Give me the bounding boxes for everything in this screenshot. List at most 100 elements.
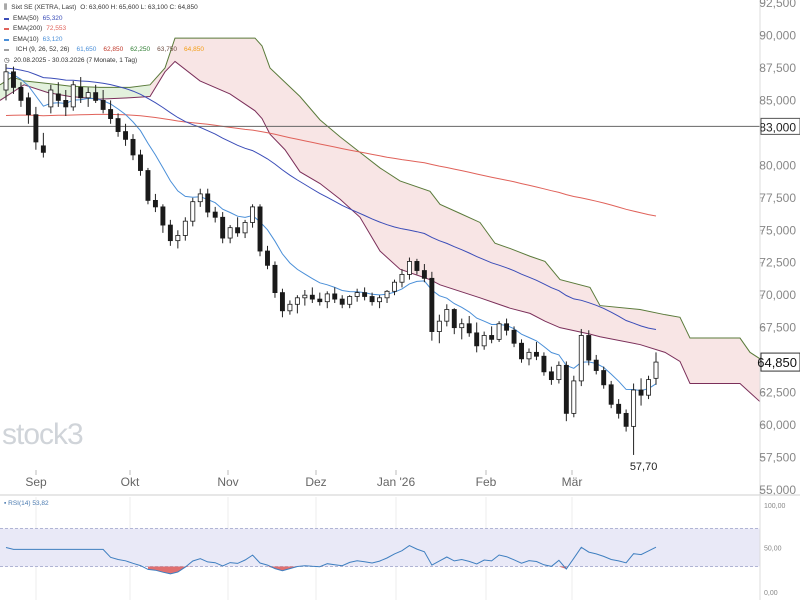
candle-body-up (631, 389, 637, 427)
candle (601, 366, 607, 389)
legend-ema10[interactable]: EMA(10) 63,120 (4, 35, 207, 46)
candle-body-down (138, 154, 143, 171)
candle-body-up (3, 71, 9, 91)
candle (138, 149, 143, 176)
date-range-text: 20.08.2025 - 30.03.2026 (7 Monate, 1 Tag… (13, 56, 138, 64)
candle (212, 206, 218, 223)
candle (309, 287, 315, 303)
candle-body-down (220, 216, 226, 239)
candle-body-up (250, 206, 256, 223)
candle-body-up (653, 361, 659, 379)
price-tick-label: 75,000 (759, 223, 796, 237)
ema200-line (5, 113, 657, 217)
legend-ema10-value: 63,120 (42, 35, 63, 43)
senkou-span-a-line (0, 60, 761, 403)
price-tick-label: 62,500 (759, 386, 796, 400)
price-axis: 92,500 90,000 87,500 85,000 80,000 77,500 75,0… (630, 0, 800, 497)
candle (459, 318, 465, 340)
candle (25, 92, 31, 124)
legend-ema50[interactable]: EMA(50) 65,320 (4, 14, 207, 25)
candle (78, 77, 84, 103)
legend-ema200-label: EMA(200) (13, 25, 43, 32)
price-tick-label: 77,500 (759, 191, 796, 205)
price-tick-label: 85,000 (759, 93, 796, 107)
candle-body-up (227, 227, 233, 239)
candle-body-down (33, 114, 39, 143)
candle-body-down (18, 87, 24, 101)
candle-body-down (504, 323, 510, 331)
candle (481, 331, 487, 350)
instrument-header: ⫼ Sixt SE (XETRA, Last) O: 63,600 H: 65,… (4, 3, 207, 14)
candle (317, 292, 323, 306)
candle-body-down (123, 131, 128, 140)
candle-body-up (377, 297, 383, 303)
candle (3, 64, 9, 101)
candle-body-down (279, 292, 285, 312)
candle-body-down (25, 97, 31, 116)
candle-body-down (167, 224, 173, 242)
candle (205, 188, 211, 218)
candle-body-down (586, 335, 592, 361)
candle-body-down (511, 329, 517, 344)
price-tick-label: 90,000 (759, 28, 796, 42)
candle (623, 409, 629, 432)
chart-type-icon[interactable]: ⫼ (4, 4, 8, 11)
rsi-level-label: 50,00 (764, 546, 782, 553)
candle-body-down (563, 364, 569, 414)
candle (265, 245, 270, 270)
candle-body-down (78, 87, 84, 99)
ichimoku-swatch (4, 49, 9, 52)
candle (152, 193, 158, 213)
candle-body-down (369, 296, 375, 303)
candle-body-down (317, 298, 323, 303)
legend-ema200[interactable]: EMA(200) 72,553 (4, 24, 207, 35)
ema50-swatch (4, 17, 9, 20)
candle (235, 217, 241, 237)
candle-body-down (130, 138, 136, 156)
candle (190, 197, 196, 227)
candle (115, 113, 121, 137)
month-label: Feb (476, 475, 497, 489)
month-label: Okt (121, 475, 140, 489)
rsi-legend[interactable]: ▪ RSI(14) 53,82 (4, 500, 49, 507)
price-tick-label: 70,000 (759, 288, 796, 302)
candle (55, 82, 61, 107)
hline-label: 83,000 (759, 120, 796, 134)
candle (354, 288, 360, 302)
candle-body-up (578, 335, 584, 382)
candle (526, 348, 532, 366)
candle (384, 290, 390, 303)
candle-body-down (63, 100, 69, 108)
candle (474, 322, 480, 353)
senkou-span-b-line (0, 37, 761, 360)
ema10-line (5, 71, 657, 392)
candle-body-up (496, 323, 502, 340)
rsi-legend-label: RSI(14) (8, 500, 31, 507)
candle-body-down (115, 118, 121, 132)
ema50-line (5, 67, 657, 330)
candle-body-down (429, 277, 435, 332)
last-price-box (760, 352, 800, 372)
legend-ichimoku[interactable]: ICH (9, 26, 52, 26) 61,650 62,850 62,250… (4, 45, 207, 56)
candle (534, 341, 539, 361)
price-tick-label: 55,000 (759, 483, 796, 497)
horizontal-line-83[interactable]: 83,000 (0, 117, 800, 135)
candle-body-up (444, 309, 450, 322)
candle (511, 326, 517, 348)
candle-body-up (48, 89, 54, 108)
candle-body-up (556, 364, 562, 381)
rsi-oversold-fill (147, 566, 567, 574)
candle-body-up (70, 84, 76, 108)
candle (347, 295, 353, 309)
candle (504, 318, 510, 336)
candle (279, 288, 285, 318)
candle-body-down (608, 384, 614, 405)
candle-body-down (593, 359, 599, 371)
price-tick-label: 92,500 (759, 0, 796, 10)
ema10-swatch (4, 38, 9, 41)
price-tick-label: 57,500 (759, 451, 796, 465)
cloud-bearish-fill (0, 38, 760, 402)
candle-body-up (197, 193, 203, 203)
candle-body-up (571, 380, 577, 414)
